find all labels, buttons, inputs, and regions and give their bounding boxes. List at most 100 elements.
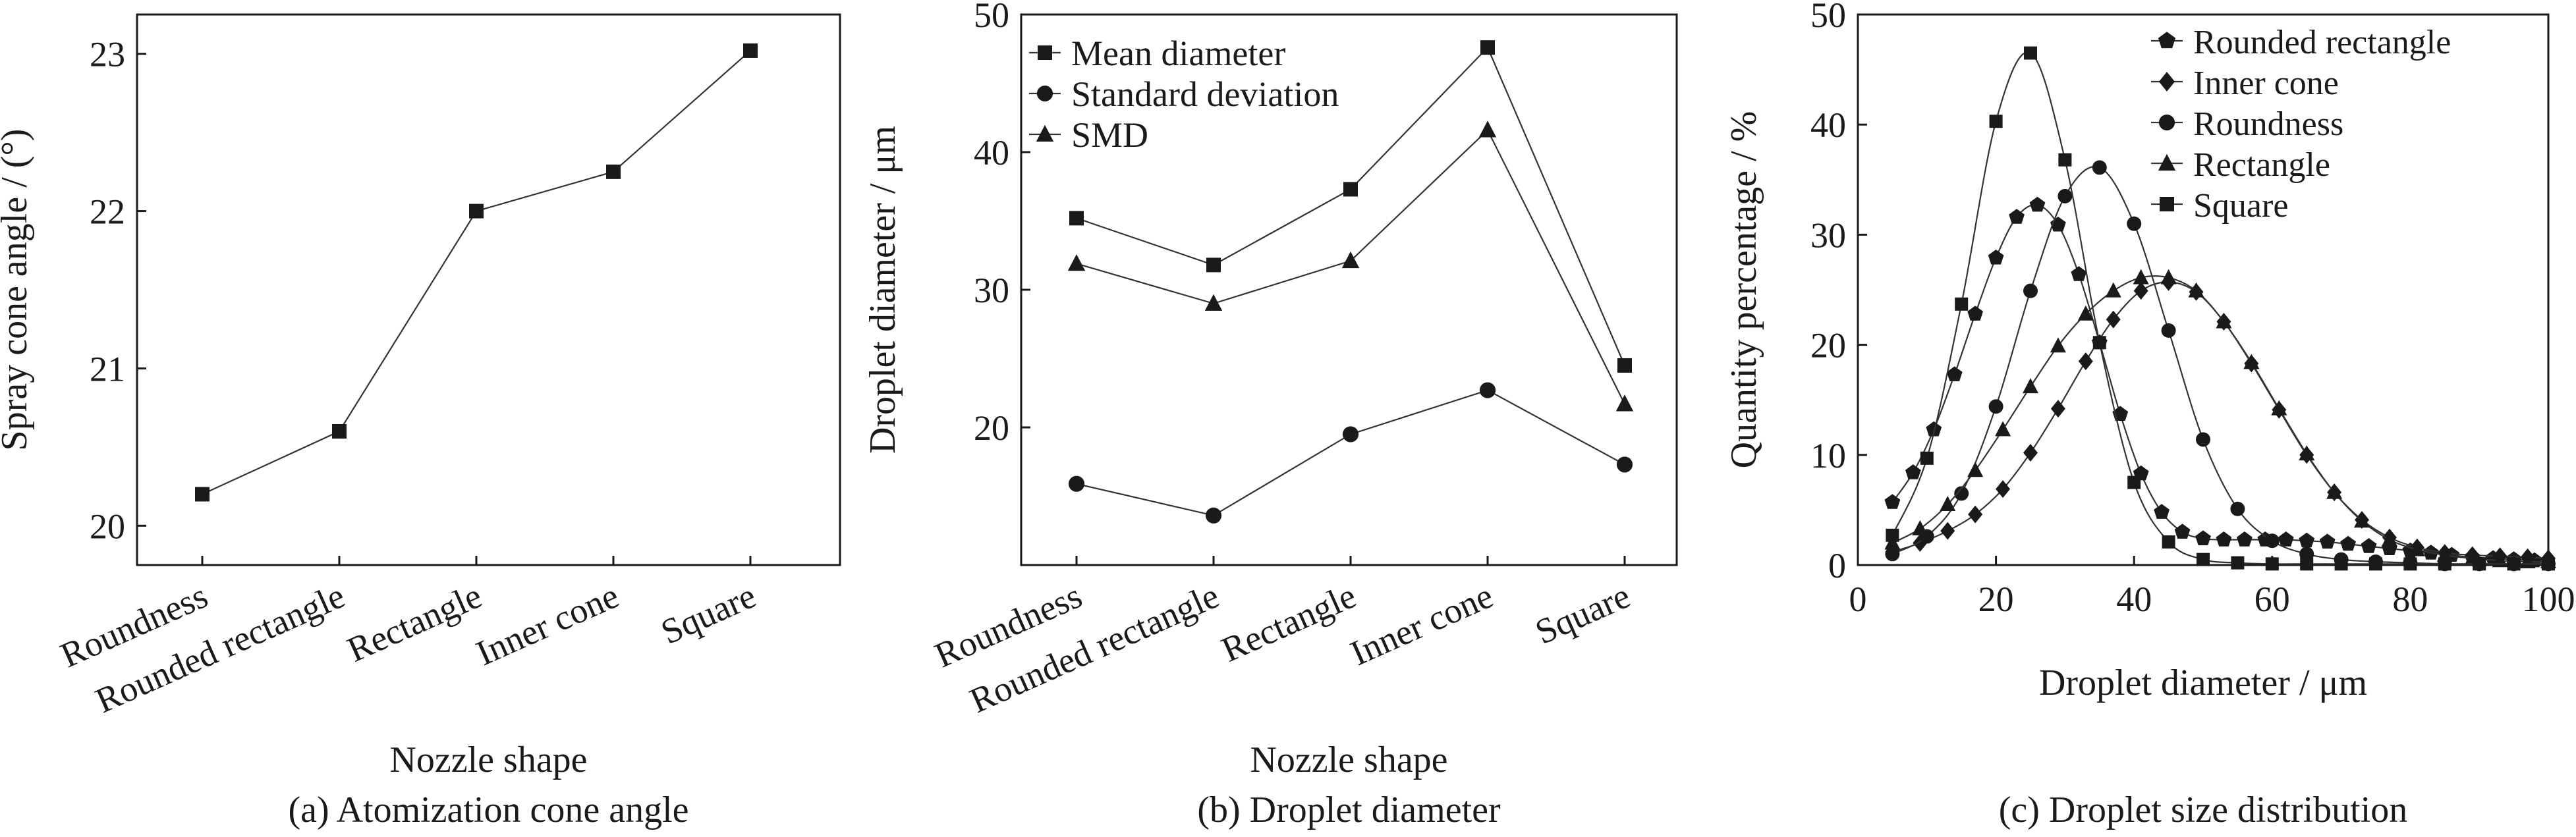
x-tick-label: Square (1529, 576, 1635, 652)
data-point (2078, 352, 2093, 371)
data-point (1341, 251, 1360, 269)
data-point (1912, 520, 1928, 535)
data-point (2023, 378, 2038, 394)
data-point (2300, 557, 2314, 571)
data-point (1989, 115, 2003, 128)
legend-label: Rounded rectangle (2193, 24, 2451, 61)
data-point (2023, 443, 2038, 462)
data-point (2438, 557, 2451, 571)
data-point (2542, 557, 2555, 571)
data-point (1617, 358, 1632, 373)
data-point (2071, 266, 2087, 281)
data-point (2050, 400, 2065, 418)
data-point (1967, 306, 1983, 321)
legend-marker (2158, 32, 2176, 49)
data-point (2271, 400, 2287, 416)
data-point (1204, 294, 1223, 311)
data-point (2154, 504, 2170, 519)
y-tick-label: 20 (974, 408, 1009, 448)
plot-frame (136, 13, 841, 566)
data-point (2105, 282, 2121, 298)
y-tick-label: 40 (1810, 105, 1846, 145)
data-point (2188, 282, 2204, 298)
series-curve-roundness (1891, 165, 2548, 565)
data-point (1996, 480, 2011, 499)
x-tick-label: 0 (1849, 580, 1867, 619)
data-point (2354, 512, 2370, 528)
y-axis-label: Quantity percentage / % (1723, 111, 1764, 469)
data-point (2127, 216, 2142, 231)
data-point (1905, 464, 1921, 479)
panel-caption: (a) Atomization cone angle (289, 790, 689, 830)
data-point (2024, 46, 2037, 60)
x-axis-label: Nozzle shape (1250, 740, 1447, 780)
y-tick-label: 30 (1810, 215, 1846, 255)
y-tick-label: 50 (1810, 0, 1846, 35)
y-axis-label: Droplet diameter / μm (862, 126, 903, 454)
data-point (2507, 557, 2521, 571)
data-point (2231, 556, 2245, 570)
data-point (1940, 496, 1956, 512)
legend-marker (2158, 114, 2175, 131)
data-point (2299, 445, 2315, 461)
data-point (2403, 557, 2417, 571)
panel-caption: (c) Droplet size distribution (1999, 790, 2408, 830)
data-point (1967, 462, 1984, 477)
data-point (1886, 528, 1899, 542)
x-tick-label: 60 (2254, 580, 2290, 619)
data-point (2195, 530, 2211, 545)
data-point (2162, 535, 2175, 549)
legend-label: SMD (1071, 115, 1148, 155)
data-point (1968, 505, 1983, 524)
data-point (1884, 534, 1901, 550)
x-tick-label: Square (655, 576, 761, 652)
data-point (1206, 257, 1221, 273)
data-point (2196, 432, 2210, 447)
panel-c-droplet-size-distribution: 0 10 20 30 40 50 0 20 40 60 80 100 Droplet diameter … (1723, 0, 2575, 830)
data-point (2077, 305, 2094, 321)
data-point (2216, 313, 2232, 329)
data-point (2340, 535, 2356, 551)
data-point (1205, 507, 1222, 524)
data-point (1343, 182, 1358, 197)
data-point (1955, 297, 1969, 311)
data-point (2278, 531, 2294, 547)
data-point (1885, 547, 1900, 562)
y-tick-label: 22 (90, 192, 125, 232)
legend-label: Roundness (2193, 105, 2343, 143)
data-point (1478, 121, 1497, 138)
y-axis-label: Spray cone angle / (°) (0, 129, 35, 451)
data-point (1067, 254, 1086, 271)
x-axis-label: Nozzle shape (389, 740, 587, 780)
data-point (2058, 188, 2073, 203)
legend-label: Rectangle (2193, 146, 2330, 184)
series-line-standard-deviation (1076, 389, 1625, 516)
data-point (1068, 475, 1085, 492)
legend-marker (2160, 197, 2174, 211)
data-point (332, 423, 347, 439)
data-point (1069, 211, 1084, 226)
data-point (2133, 269, 2149, 284)
y-tick-label: 20 (1810, 326, 1846, 365)
x-tick-label: 100 (2522, 580, 2575, 619)
data-point (2299, 532, 2315, 548)
series-line-0 (202, 50, 751, 495)
x-axis-label: Droplet diameter / μm (2039, 662, 2367, 703)
y-tick-label: 20 (90, 506, 125, 546)
data-point (2127, 475, 2141, 489)
data-point (1920, 451, 1934, 465)
series-curve-rounded-rectangle (1891, 203, 2535, 562)
data-point (2216, 531, 2232, 547)
data-point (2264, 533, 2280, 549)
data-point (1988, 250, 2004, 265)
x-tick-label: 80 (2392, 580, 2428, 619)
legend-label: Mean diameter (1071, 34, 1285, 73)
data-point (2133, 282, 2148, 300)
data-point (2319, 533, 2336, 549)
legend-marker (1038, 45, 1052, 60)
legend-marker (1036, 85, 1053, 102)
data-point (1995, 421, 2011, 437)
data-point (1926, 421, 1942, 437)
data-point (1615, 394, 1634, 412)
